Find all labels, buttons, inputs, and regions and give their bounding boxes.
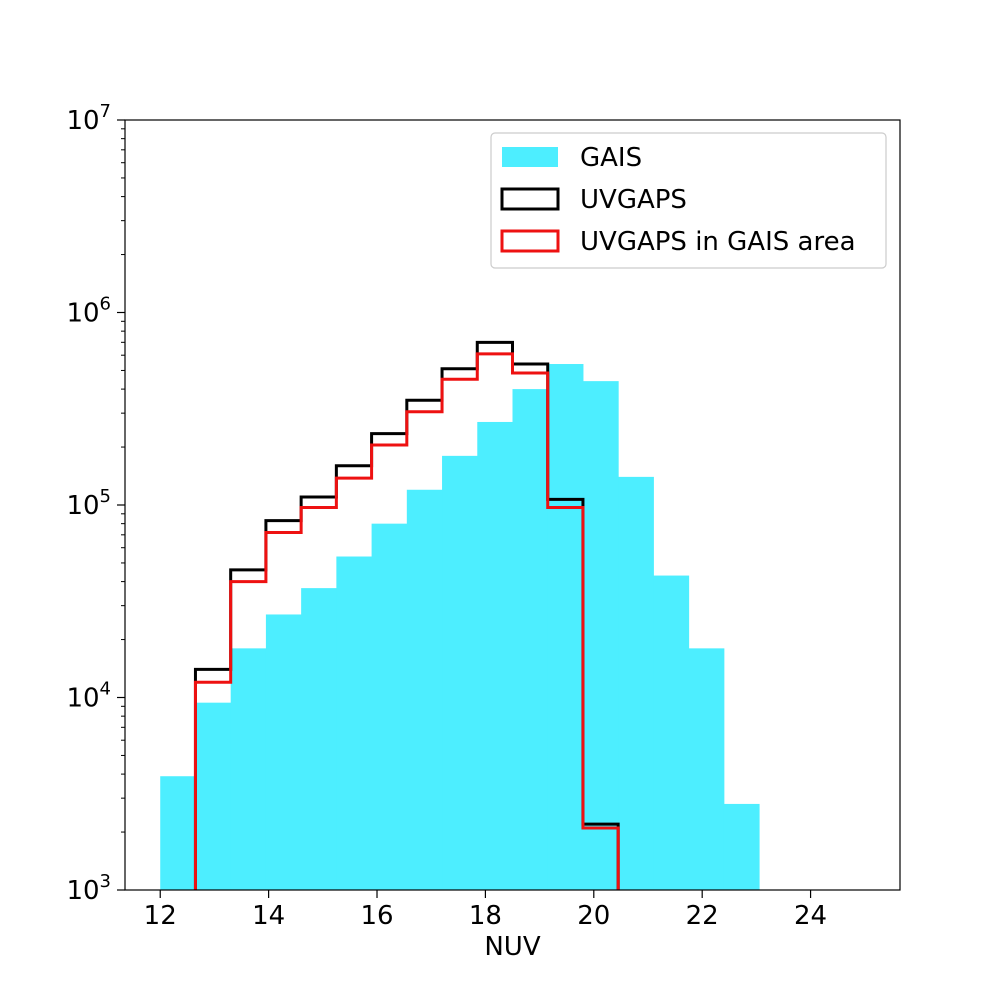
gais-bar [195,702,232,890]
legend-label: UVGAPS [580,185,687,215]
gais-bar [406,489,443,890]
legend: GAIS UVGAPS UVGAPS in GAIS area [490,132,887,269]
x-tick-label: 18 [469,901,502,931]
gais-bar [547,364,584,891]
gais-bar [512,389,549,890]
gais-bar [336,556,373,890]
y-tick-label: 106 [66,294,111,329]
legend-swatch-step [500,187,560,211]
x-axis: 12 14 16 18 20 22 24 [144,890,827,931]
gais-bar [582,381,619,890]
gais-bar [265,614,302,890]
y-tick-label: 103 [66,871,111,906]
step-series [193,340,620,890]
gais-bar [301,588,337,890]
gais-bar [688,648,725,890]
gais-bar [653,575,690,890]
legend-swatch-gais [502,147,558,167]
x-tick-label: 14 [252,901,285,931]
x-tick-label: 20 [577,901,610,931]
y-tick-label: 104 [66,679,111,714]
uvgaps-in-gais-area-step-line [193,352,620,890]
y-tick-label: 107 [66,101,111,136]
gais-bar [618,476,654,890]
legend-swatch-step [500,229,560,253]
gais-bar [371,523,408,890]
x-tick-label: 24 [794,901,827,931]
x-tick-label: 16 [360,901,393,931]
gais-bars [160,364,760,891]
gais-bar [160,776,196,890]
x-tick-label: 22 [686,901,719,931]
gais-bar [230,648,267,890]
gais-bar [442,455,478,890]
y-axis: 103 104 105 106 107 [66,101,125,906]
x-axis-title: NUV [484,932,540,962]
x-tick-label: 12 [144,901,177,931]
y-tick-label: 105 [66,486,111,521]
gais-bar [477,421,513,890]
legend-label: GAIS [580,143,642,173]
legend-label: UVGAPS in GAIS area [580,227,856,257]
gais-bar [723,803,760,890]
legend-box [490,132,887,269]
